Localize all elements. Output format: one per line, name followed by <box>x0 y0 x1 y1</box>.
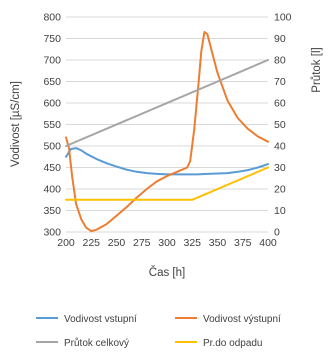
legend-label: Pr.do odpadu <box>203 338 263 349</box>
y-left-tick-label: 650 <box>43 76 61 88</box>
y-right-tick-label: 100 <box>274 12 292 24</box>
legend-label: Vodivost výstupní <box>203 314 281 325</box>
series-line <box>65 31 269 233</box>
gridlines <box>66 16 268 233</box>
x-axis-title: Čas [h] <box>149 266 185 279</box>
y-left-tick-label: 450 <box>43 162 61 174</box>
y-right-tick-label: 90 <box>274 33 286 45</box>
y-left-tick-label: 350 <box>43 205 61 217</box>
y-left-tick-label: 300 <box>43 227 61 239</box>
y-right-tick-label: 10 <box>274 205 286 217</box>
y-left-tick-label: 600 <box>43 98 61 110</box>
x-tick-label: 350 <box>209 237 227 249</box>
y-left-tick-label: 750 <box>43 33 61 45</box>
x-tick-label: 275 <box>133 237 151 249</box>
tick-labels: 300 350 400 450 500 550 600 650 700 750 800 0 10 20 30… <box>43 12 291 250</box>
y-right-tick-label: 60 <box>274 98 286 110</box>
y-right-tick-label: 70 <box>274 76 286 88</box>
x-tick-label: 400 <box>259 237 277 249</box>
series-line <box>65 147 269 176</box>
y-right-tick-label: 20 <box>274 184 286 196</box>
left-y-axis-title: Vodivost [µS/cm] <box>10 81 22 167</box>
legend: Vodivost vstupní Vodivost výstupní Průtok … <box>36 314 281 349</box>
y-right-tick-label: 30 <box>274 162 286 174</box>
y-left-tick-label: 700 <box>43 55 61 67</box>
x-tick-label: 300 <box>158 237 176 249</box>
y-right-tick-label: 0 <box>274 227 280 239</box>
legend-label: Vodivost vstupní <box>64 314 137 325</box>
right-y-axis-title: Průtok [l] <box>311 47 323 92</box>
series-line <box>65 59 269 147</box>
series-line <box>65 166 269 201</box>
x-tick-label: 200 <box>57 237 75 249</box>
y-right-tick-label: 80 <box>274 55 286 67</box>
y-left-tick-label: 500 <box>43 141 61 153</box>
y-right-tick-label: 50 <box>274 119 286 131</box>
y-left-tick-label: 400 <box>43 184 61 196</box>
x-tick-label: 225 <box>82 237 100 249</box>
y-left-tick-label: 550 <box>43 119 61 131</box>
x-tick-label: 325 <box>183 237 201 249</box>
x-tick-label: 375 <box>234 237 252 249</box>
legend-label: Průtok celkový <box>64 337 129 349</box>
x-tick-label: 250 <box>108 237 126 249</box>
y-left-tick-label: 800 <box>43 12 61 24</box>
series-lines <box>65 31 269 233</box>
y-right-tick-label: 40 <box>274 141 286 153</box>
